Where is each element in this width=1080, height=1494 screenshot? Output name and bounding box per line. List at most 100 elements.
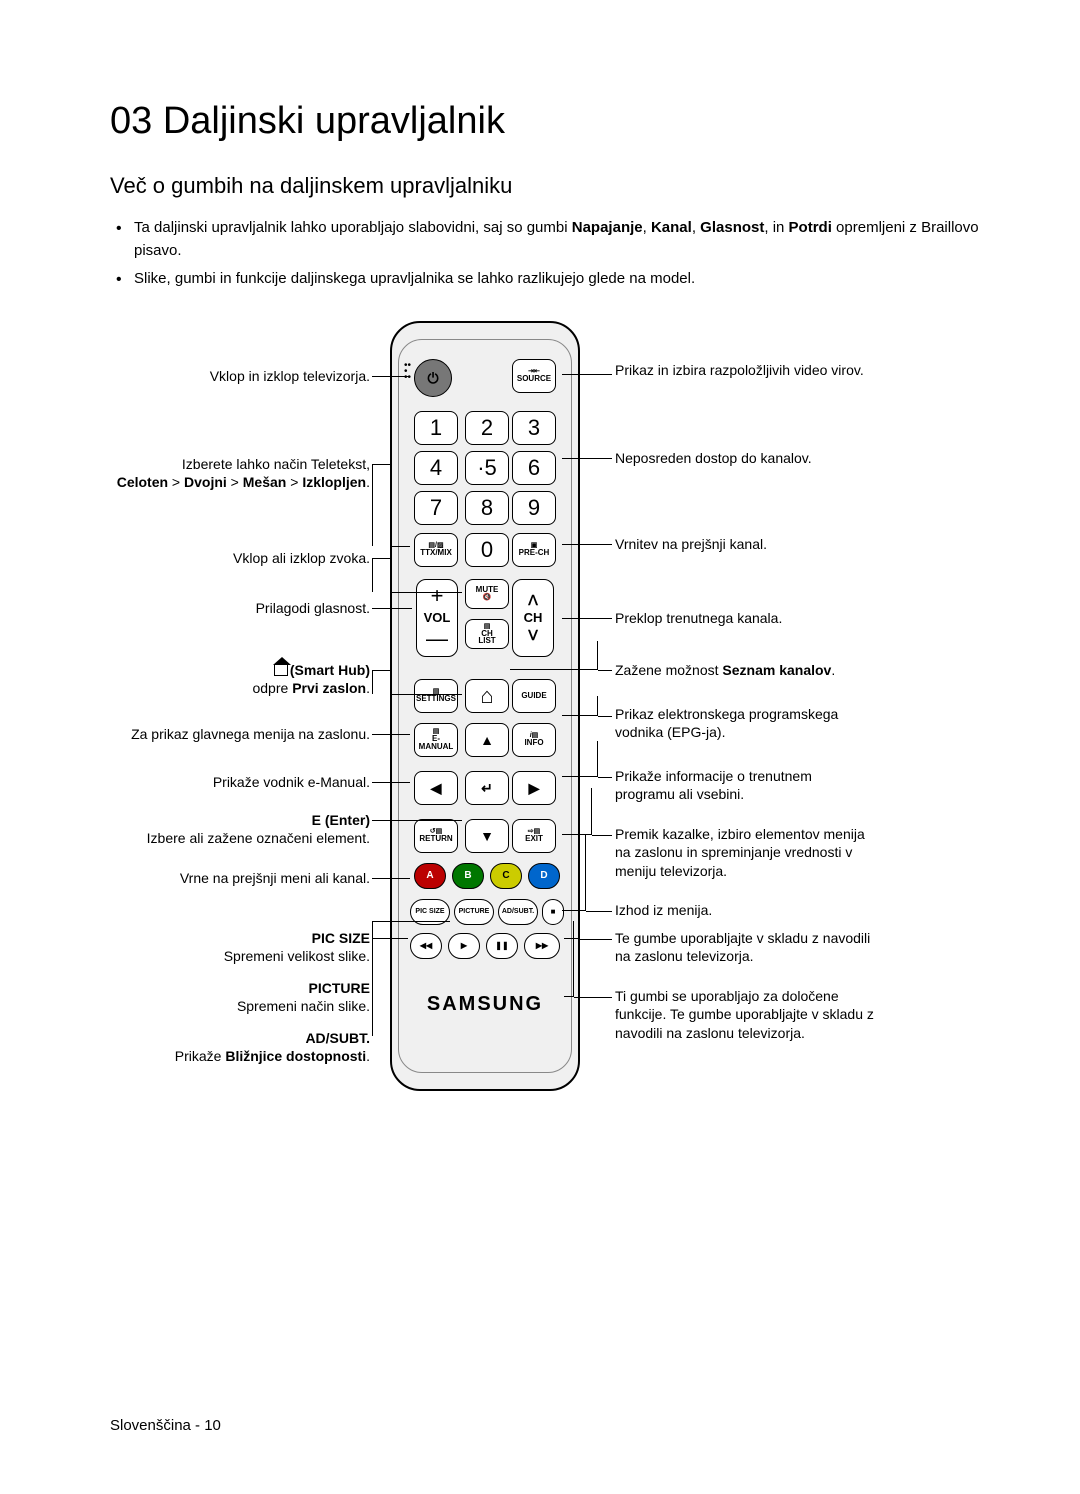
t: Izbere ali zažene označeni element. <box>147 830 370 846</box>
bold: Glasnost <box>700 219 764 236</box>
label-guide: Prikaz elektronskega programskega vodnik… <box>615 705 875 743</box>
label: EXIT <box>525 835 543 843</box>
label-media: Ti gumbi se uporabljajo za določene funk… <box>615 987 875 1044</box>
d: ·5 <box>477 457 497 479</box>
bullet-braille: Ta daljinski upravljalnik lahko uporablj… <box>134 217 980 262</box>
ch-up-icon: ᐱ <box>528 593 538 607</box>
label-prech: Vrnitev na prejšnji kanal. <box>615 535 875 554</box>
label-info: Prikaže informacije o trenutnem programu… <box>615 767 875 805</box>
leader <box>574 997 612 998</box>
power-button: ⏻ <box>414 359 452 397</box>
leader <box>380 921 450 922</box>
play-button: ▶ <box>448 933 480 959</box>
label: INFO <box>524 739 543 747</box>
color-b: B <box>452 863 484 889</box>
remote-diagram: ••• •• ⏻ ⇥⇤SOURCE 1 2 3 4 ·5 6 7 8 9 ▤/▨… <box>110 321 980 1121</box>
ffwd-icon: ▶▶ <box>536 942 548 950</box>
dpad-up: ▲ <box>465 723 509 757</box>
b: Mešan <box>243 474 287 490</box>
rewind-icon: ◀◀ <box>420 942 432 950</box>
leader <box>372 376 410 377</box>
settings-button: ▤SETTINGS <box>414 679 458 713</box>
s: > <box>168 474 184 490</box>
leader <box>510 641 598 670</box>
emanual-button: ▤E-MANUAL <box>414 723 458 757</box>
label: E-MANUAL <box>415 735 457 751</box>
label-picsize: PIC SIZE Spremeni velikost slike. <box>110 929 370 967</box>
label-channel: Preklop trenutnega kanala. <box>615 609 875 628</box>
label: SOURCE <box>517 375 551 383</box>
home-icon <box>274 664 288 676</box>
leader <box>372 670 390 694</box>
dpad-right: ▶ <box>512 771 556 805</box>
leader <box>372 608 412 609</box>
num-7: 7 <box>414 491 458 525</box>
ttx-button: ▤/▨TTX/MIX <box>414 533 458 567</box>
t: Zažene možnost <box>615 662 722 678</box>
bold: Kanal <box>651 219 692 236</box>
bullet-vary: Slike, gumbi in funkcije daljinskega upr… <box>134 268 980 291</box>
num-0: 0 <box>465 533 509 567</box>
power-icon: ⏻ <box>427 371 438 385</box>
prech-button: ▣PRE-CH <box>512 533 556 567</box>
arrow-up-icon: ▲ <box>480 733 494 747</box>
label-settings: Za prikaz glavnega menija na zaslonu. <box>110 725 370 744</box>
dpad-left: ◀ <box>414 771 458 805</box>
leader <box>372 921 380 1036</box>
leader <box>592 835 612 836</box>
b: (Smart Hub) <box>290 662 370 678</box>
adsubt-button: AD/SUBT. <box>498 899 538 925</box>
exit-button: ⇨▤EXIT <box>512 819 556 853</box>
num-3: 3 <box>512 411 556 445</box>
b: PIC SIZE <box>312 930 370 946</box>
leader <box>372 878 410 879</box>
leader <box>562 544 612 545</box>
label: MUTE <box>476 586 499 594</box>
remote-body: ••• •• ⏻ ⇥⇤SOURCE 1 2 3 4 ·5 6 7 8 9 ▤/▨… <box>390 321 580 1091</box>
info-button: i▤INFO <box>512 723 556 757</box>
enter-button: ↵ <box>465 771 509 805</box>
stop-icon: ■ <box>551 908 556 916</box>
b: E (Enter) <box>312 812 370 828</box>
leader <box>598 777 612 778</box>
b: Prvi zaslon <box>292 680 366 696</box>
brand-label: SAMSUNG <box>392 993 578 1016</box>
color-a: A <box>414 863 446 889</box>
pause-button: ❚❚ <box>486 933 518 959</box>
num-9: 9 <box>512 491 556 525</box>
num-2: 2 <box>465 411 509 445</box>
dpad-down: ▼ <box>465 819 509 853</box>
d: 9 <box>528 497 540 519</box>
picture-button: PICTURE <box>454 899 494 925</box>
section-title: Več o gumbih na daljinskem upravljalniku <box>110 173 980 199</box>
label-enter: E (Enter) Izbere ali zažene označeni ele… <box>110 811 370 849</box>
t: Izberete lahko način Teletekst, <box>182 456 370 472</box>
guide-button: GUIDE <box>512 679 556 713</box>
b: PICTURE <box>309 980 370 996</box>
color-c: C <box>490 863 522 889</box>
label-numbers: Neposreden dostop do kanalov. <box>615 449 875 468</box>
leader <box>562 374 612 375</box>
leader <box>562 741 598 777</box>
label-volume: Prilagodi glasnost. <box>110 599 370 618</box>
num-5: ·5 <box>465 451 509 485</box>
leader <box>372 464 390 546</box>
leader <box>564 921 574 997</box>
leader <box>562 618 612 619</box>
d: 8 <box>481 497 493 519</box>
text: Ta daljinski upravljalnik lahko uporablj… <box>134 219 572 236</box>
leader <box>372 820 462 821</box>
t: Spremeni velikost slike. <box>224 948 370 964</box>
label: PRE-CH <box>519 549 550 557</box>
leader <box>586 911 612 912</box>
leader <box>598 716 612 717</box>
t: odpre <box>252 680 292 696</box>
d: 3 <box>528 417 540 439</box>
mute-icon: 🔇 <box>483 594 492 601</box>
page-footer: Slovenščina - 10 <box>110 1417 221 1434</box>
home-icon: ⌂ <box>480 685 493 707</box>
leader <box>562 788 592 835</box>
leader <box>390 694 462 695</box>
d: 7 <box>430 497 442 519</box>
leader <box>598 670 612 671</box>
